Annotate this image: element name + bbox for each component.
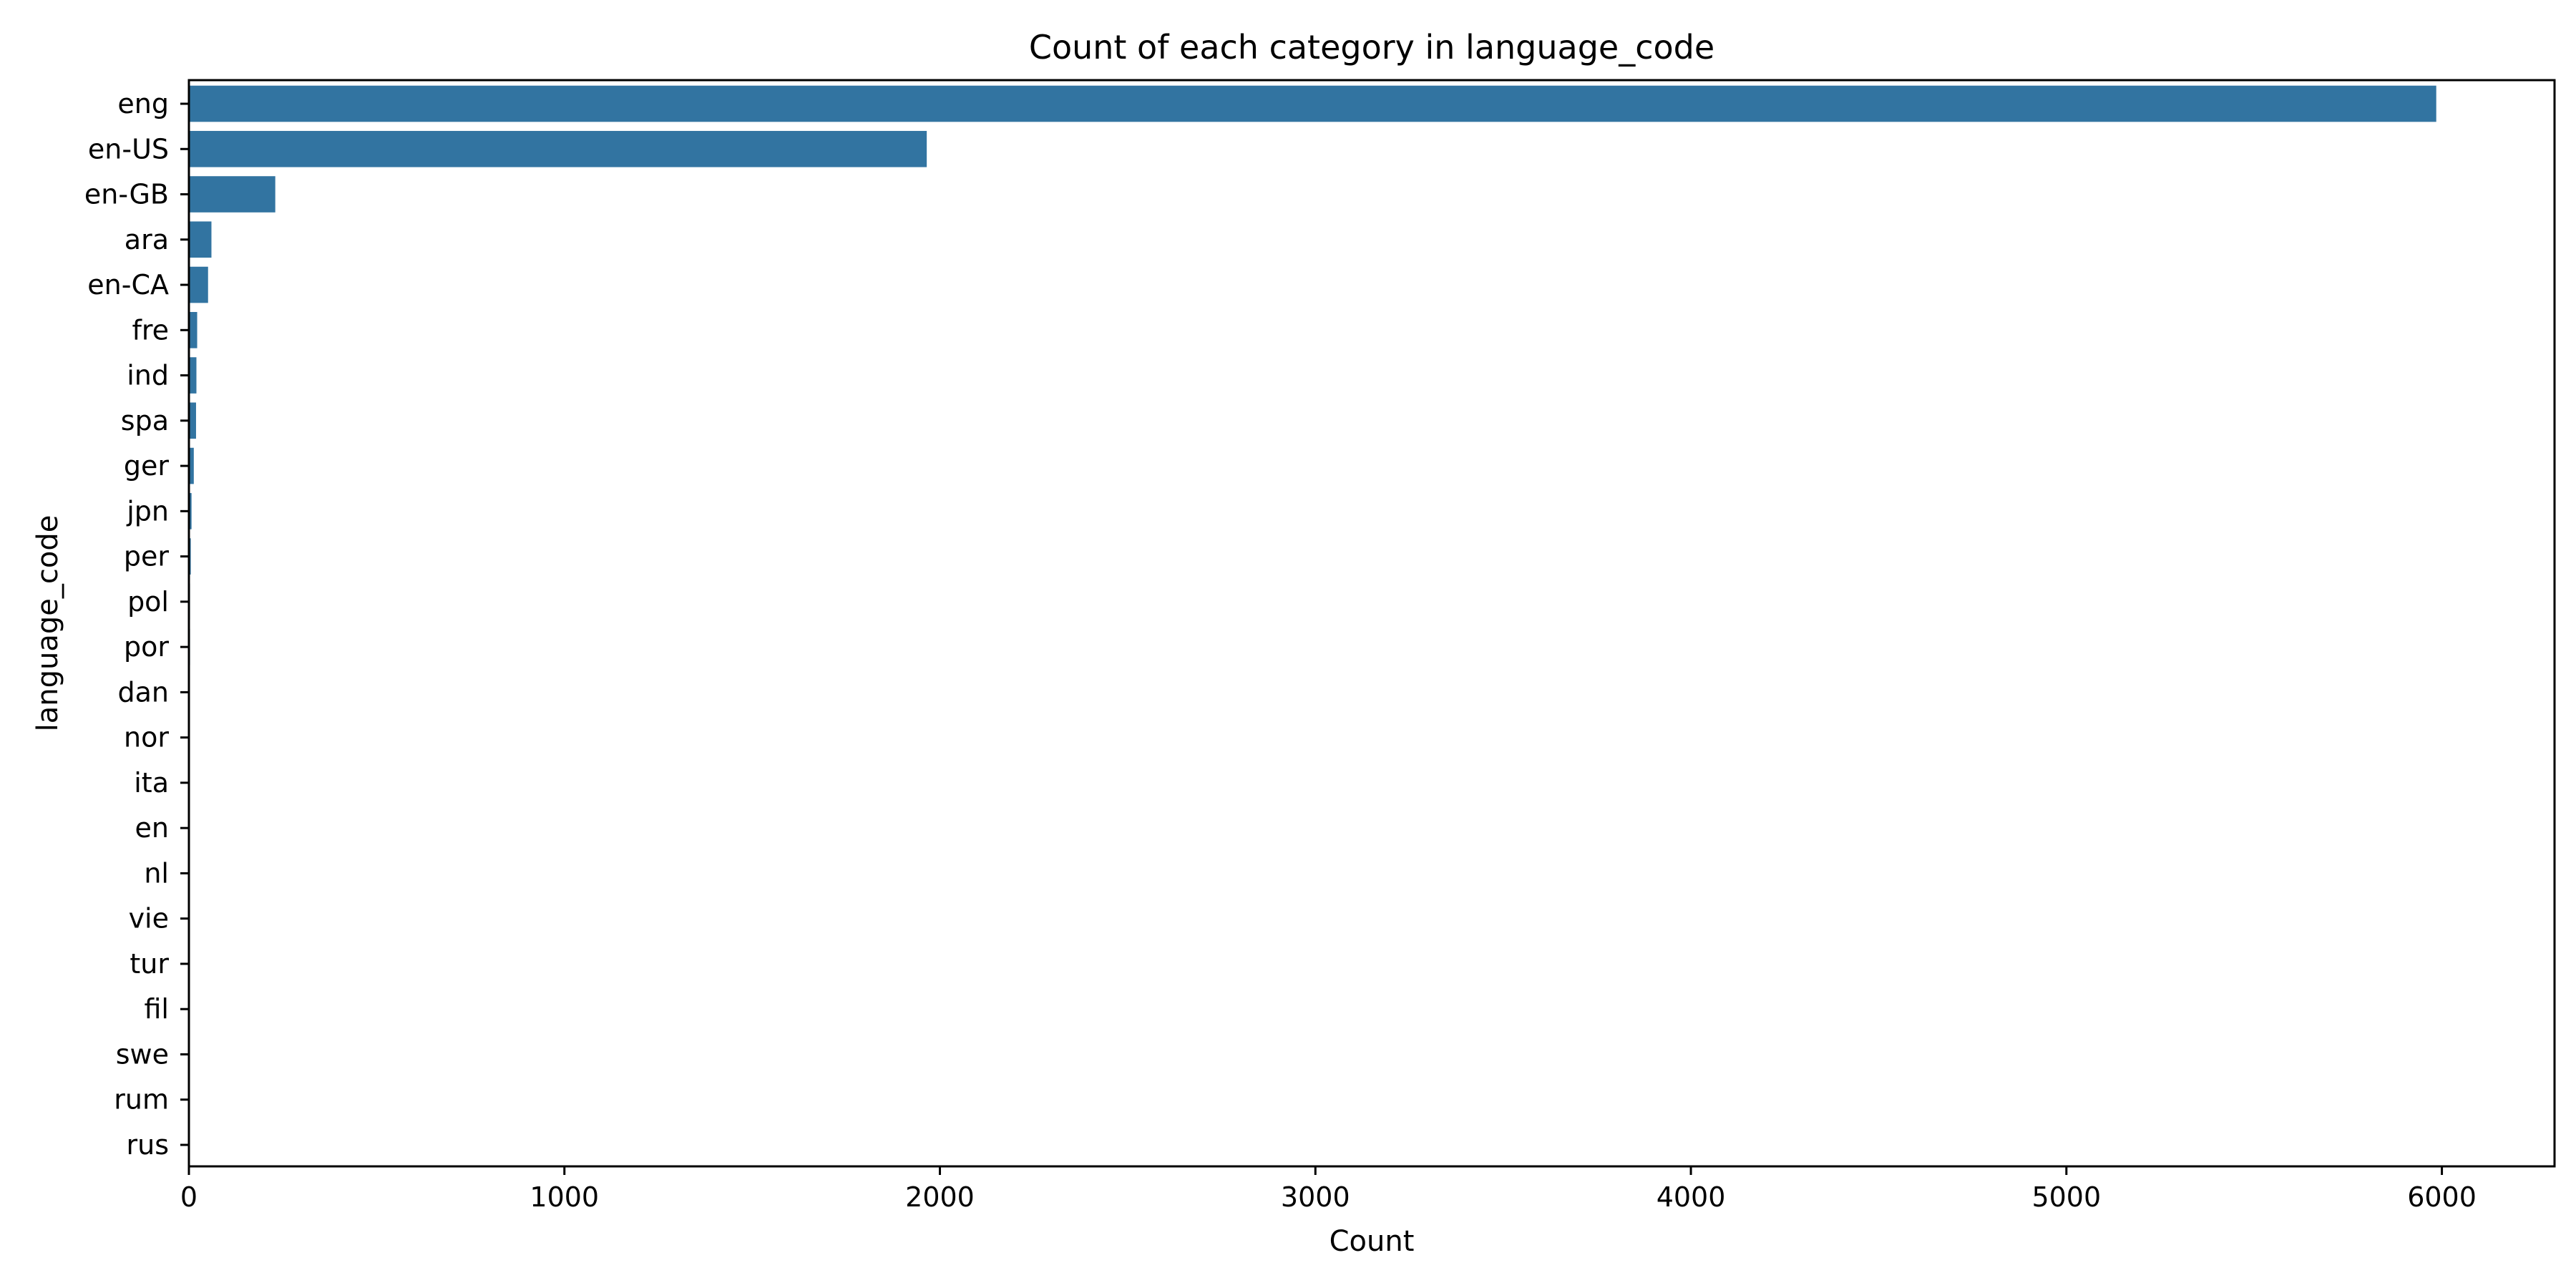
y-axis-ticks: eng en-US en-GB ara en-CA fre ind spa ger jpn per p… [84, 88, 189, 1161]
y-tick-label: fre [132, 314, 169, 346]
y-tick-label: rus [126, 1129, 169, 1161]
bar-fre [189, 312, 197, 348]
bar-spa [189, 402, 196, 439]
bar-ara [189, 221, 212, 258]
y-tick-label: por [124, 631, 169, 663]
x-tick-label: 3000 [1281, 1181, 1350, 1213]
bar-en-US [189, 130, 927, 167]
bar-ger [189, 447, 194, 484]
chart-title: Count of each category in language_code [1029, 28, 1714, 67]
y-tick-label: ger [124, 450, 170, 482]
y-tick-label: tur [130, 948, 169, 980]
bar-jpn [189, 493, 192, 530]
x-tick-label: 0 [180, 1181, 197, 1213]
y-tick-label: jpn [126, 495, 169, 527]
y-tick-label: eng [117, 88, 169, 119]
x-axis-ticks: 0 1000 2000 3000 4000 5000 6000 [180, 1166, 2477, 1213]
y-tick-label: ind [127, 360, 169, 391]
y-axis-label: language_code [31, 515, 64, 732]
bar-en-GB [189, 176, 275, 213]
y-tick-label: nor [124, 722, 169, 753]
y-tick-label: spa [121, 405, 169, 436]
y-tick-label: ita [134, 767, 169, 799]
bar-eng [189, 85, 2436, 122]
y-tick-label: en-CA [87, 269, 169, 301]
y-tick-label: rum [114, 1084, 169, 1116]
y-tick-label: nl [144, 857, 169, 889]
x-tick-label: 5000 [2031, 1181, 2101, 1213]
y-tick-label: dan [118, 676, 170, 708]
y-tick-label: en-US [88, 133, 169, 165]
bar-ind [189, 357, 197, 394]
x-axis-label: Count [1330, 1225, 1415, 1258]
x-tick-label: 1000 [530, 1181, 599, 1213]
bars-layer [189, 85, 2436, 1163]
y-tick-label: pol [127, 586, 169, 618]
x-tick-label: 2000 [905, 1181, 975, 1213]
y-tick-label: vie [129, 903, 169, 935]
y-tick-label: swe [116, 1038, 169, 1070]
y-tick-label: per [124, 541, 170, 572]
y-tick-label: en [135, 812, 169, 844]
y-tick-label: ara [125, 224, 169, 255]
plot-frame [187, 79, 2556, 1168]
x-tick-label: 6000 [2407, 1181, 2477, 1213]
y-tick-label: fil [145, 993, 170, 1025]
bar-en-CA [189, 266, 208, 303]
y-tick-label: en-GB [84, 179, 169, 210]
x-tick-label: 4000 [1657, 1181, 1726, 1213]
